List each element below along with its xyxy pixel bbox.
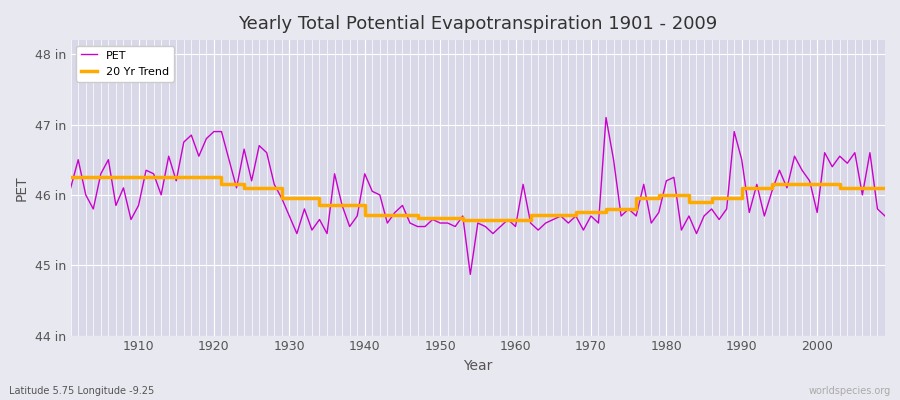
Legend: PET, 20 Yr Trend: PET, 20 Yr Trend — [76, 46, 174, 82]
PET — [465, 272, 476, 277]
20 Yr Trend — [163, 175, 174, 180]
Text: worldspecies.org: worldspecies.org — [809, 386, 891, 396]
20 Yr Trend — [600, 210, 611, 215]
PET — [510, 224, 521, 229]
PET — [518, 182, 528, 187]
Title: Yearly Total Potential Evapotranspiration 1901 - 2009: Yearly Total Potential Evapotranspiratio… — [238, 15, 717, 33]
20 Yr Trend — [879, 186, 890, 190]
PET — [66, 186, 77, 190]
X-axis label: Year: Year — [464, 359, 492, 373]
20 Yr Trend — [706, 200, 717, 204]
PET — [126, 217, 137, 222]
Text: Latitude 5.75 Longitude -9.25: Latitude 5.75 Longitude -9.25 — [9, 386, 154, 396]
Y-axis label: PET: PET — [15, 175, 29, 201]
PET — [292, 231, 302, 236]
Line: 20 Yr Trend: 20 Yr Trend — [71, 177, 885, 220]
20 Yr Trend — [314, 203, 325, 208]
20 Yr Trend — [216, 182, 227, 187]
20 Yr Trend — [457, 217, 468, 222]
PET — [879, 214, 890, 218]
PET — [337, 203, 347, 208]
PET — [600, 115, 611, 120]
20 Yr Trend — [66, 175, 77, 180]
20 Yr Trend — [238, 186, 249, 190]
Line: PET: PET — [71, 118, 885, 274]
PET — [616, 214, 626, 218]
